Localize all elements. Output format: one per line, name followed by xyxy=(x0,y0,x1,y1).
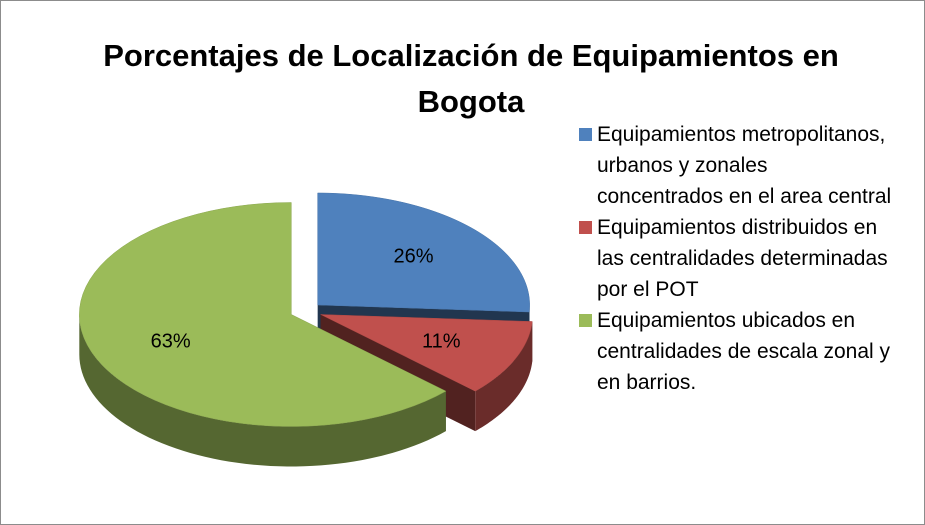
legend-label: Equipamientos distribuidos en las centra… xyxy=(597,216,888,301)
legend: Equipamientos metropolitanos, urbanos y … xyxy=(579,119,899,398)
legend-item: Equipamientos distribuidos en las centra… xyxy=(579,212,899,305)
slice xyxy=(320,314,533,392)
data-label: 26% xyxy=(393,246,433,268)
legend-label: Equipamientos metropolitanos, urbanos y … xyxy=(597,123,892,208)
slice-side xyxy=(79,314,446,467)
pie-area: 26% 11% 63% xyxy=(79,192,533,467)
slice xyxy=(79,202,447,427)
legend-key xyxy=(579,221,592,234)
data-label: 11% xyxy=(422,330,461,352)
slice xyxy=(317,192,530,313)
legend-key xyxy=(579,314,592,327)
legend-item: Equipamientos metropolitanos, urbanos y … xyxy=(579,119,899,212)
slice-side xyxy=(475,321,533,432)
data-label: 63% xyxy=(151,330,191,352)
legend-label: Equipamientos ubicados en centralidades … xyxy=(597,309,891,394)
legend-item: Equipamientos ubicados en centralidades … xyxy=(579,305,899,398)
chart-title: Porcentajes de Localización de Equipamie… xyxy=(103,38,839,119)
legend-key xyxy=(579,128,592,141)
